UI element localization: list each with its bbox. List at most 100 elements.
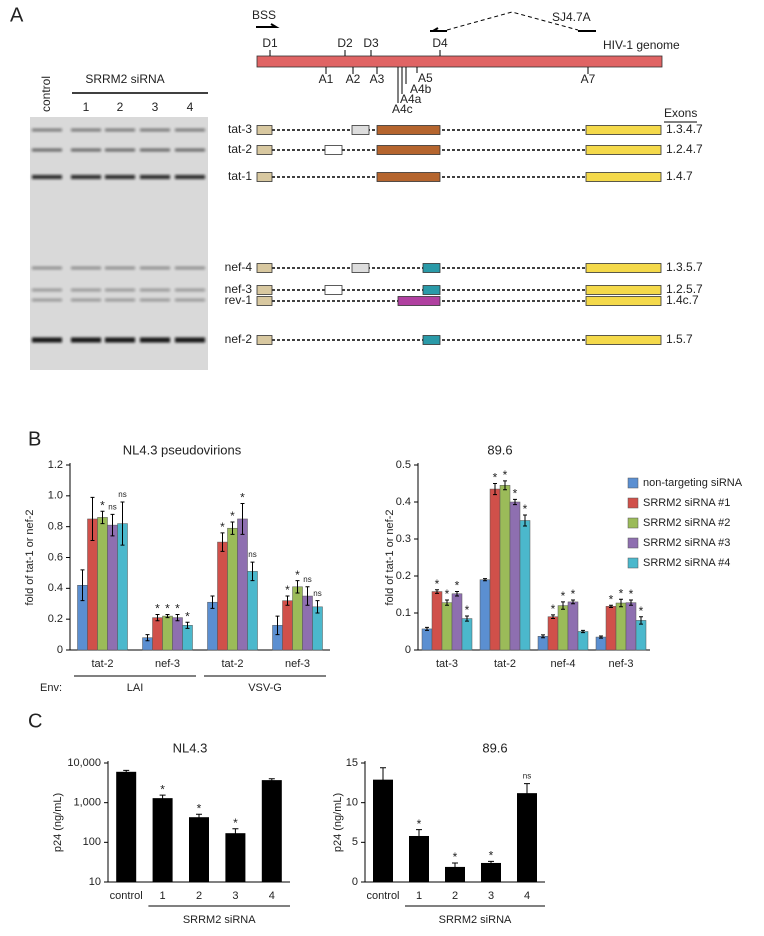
bar bbox=[225, 833, 246, 882]
bar bbox=[625, 602, 637, 651]
significance-label: * bbox=[455, 579, 460, 593]
error-bar bbox=[435, 589, 439, 594]
bar bbox=[557, 605, 569, 651]
donor-label: D4 bbox=[432, 36, 448, 50]
error-bar bbox=[110, 513, 115, 537]
error-bar bbox=[185, 621, 190, 629]
lane-label: 3 bbox=[152, 100, 159, 114]
x-group-label: LAI bbox=[127, 682, 144, 694]
error-bar bbox=[629, 599, 633, 606]
error-bar bbox=[452, 862, 458, 872]
significance-label: * bbox=[523, 502, 528, 516]
exon bbox=[376, 145, 441, 155]
error-bar bbox=[455, 591, 459, 597]
exon bbox=[324, 145, 343, 155]
bar bbox=[227, 527, 238, 651]
gel-band bbox=[140, 288, 170, 292]
x-tick-label: 4 bbox=[524, 890, 530, 902]
y-tick-label: 0.4 bbox=[48, 582, 63, 594]
gel-band bbox=[71, 175, 101, 179]
bar bbox=[509, 501, 521, 651]
genome-bar bbox=[256, 55, 663, 68]
y-tick-label: 0 bbox=[352, 876, 358, 888]
exon bbox=[422, 263, 441, 273]
lane-label: 4 bbox=[187, 100, 194, 114]
y-tick-label: 0.5 bbox=[396, 459, 411, 471]
gel-band bbox=[71, 298, 101, 302]
acceptor-label: A4b bbox=[410, 82, 432, 96]
bar bbox=[479, 579, 491, 651]
error-bar bbox=[380, 767, 386, 793]
y-tick-label: 10 bbox=[346, 797, 358, 809]
exon bbox=[256, 125, 273, 135]
significance-label: * bbox=[285, 583, 290, 597]
legend-label: non-targeting siRNA bbox=[643, 477, 743, 489]
y-tick-label: 0.6 bbox=[48, 551, 63, 563]
significance-label: * bbox=[233, 816, 238, 830]
x-tick-label: 2 bbox=[452, 890, 458, 902]
error-bar bbox=[175, 614, 180, 622]
gel-band bbox=[105, 148, 135, 152]
exon-code: 1.4c.7 bbox=[666, 293, 699, 307]
bar bbox=[489, 488, 501, 651]
significance-label: * bbox=[100, 498, 105, 512]
significance-label: * bbox=[220, 520, 225, 534]
bar bbox=[97, 517, 108, 651]
y-tick-label: 1,000 bbox=[73, 797, 101, 809]
bar bbox=[261, 780, 282, 882]
donor-label: D2 bbox=[337, 36, 353, 50]
x-tick-label: 4 bbox=[269, 890, 275, 902]
transcript-label: nef-3 bbox=[225, 282, 253, 296]
significance-label: * bbox=[240, 491, 245, 505]
error-bar bbox=[561, 601, 565, 610]
gel-band bbox=[175, 288, 205, 292]
exon bbox=[351, 263, 370, 273]
exon bbox=[585, 263, 662, 273]
significance-label: * bbox=[551, 602, 556, 616]
chart-title: NL4.3 bbox=[173, 740, 208, 755]
legend-swatch bbox=[627, 517, 639, 529]
bar bbox=[595, 636, 607, 651]
error-bar bbox=[250, 561, 255, 582]
legend-swatch bbox=[627, 557, 639, 569]
significance-label: * bbox=[465, 603, 470, 617]
bar bbox=[481, 862, 501, 882]
error-bar bbox=[90, 496, 95, 542]
bar bbox=[237, 518, 248, 651]
bar bbox=[116, 771, 137, 882]
significance-label: ns bbox=[118, 490, 126, 499]
bar bbox=[635, 620, 647, 651]
transcript-label: tat-2 bbox=[228, 142, 252, 156]
bar bbox=[282, 600, 293, 651]
significance-label: * bbox=[489, 849, 494, 863]
gel-band bbox=[175, 298, 205, 302]
exon-code: 1.2.4.7 bbox=[666, 142, 703, 156]
legend-swatch bbox=[627, 477, 639, 489]
gel-band bbox=[175, 175, 205, 179]
significance-label: ns bbox=[108, 502, 116, 511]
gel-band bbox=[32, 266, 62, 270]
exon bbox=[351, 125, 370, 135]
error-bar bbox=[551, 614, 555, 620]
legend-swatch bbox=[627, 497, 639, 509]
significance-label: * bbox=[197, 801, 202, 815]
lane-label: 2 bbox=[117, 100, 124, 114]
error-bar bbox=[609, 604, 613, 608]
x-tick-label: control bbox=[110, 890, 143, 902]
x-group-label: SRRM2 siRNA bbox=[439, 914, 512, 926]
gel-band bbox=[105, 175, 135, 179]
error-bar bbox=[599, 635, 603, 639]
exon bbox=[256, 285, 273, 295]
error-bar bbox=[523, 514, 527, 527]
gel-band bbox=[71, 148, 101, 152]
exon bbox=[376, 172, 441, 182]
bar bbox=[409, 835, 429, 882]
legend-label: SRRM2 siRNA #3 bbox=[643, 537, 730, 549]
error-bar bbox=[123, 769, 130, 774]
transcript-label: tat-3 bbox=[228, 122, 252, 136]
x-tick-label: nef-3 bbox=[608, 658, 633, 670]
bar bbox=[537, 636, 549, 651]
acceptor-label: A7 bbox=[581, 72, 596, 86]
gel-band bbox=[105, 298, 135, 302]
gel-band bbox=[105, 288, 135, 292]
